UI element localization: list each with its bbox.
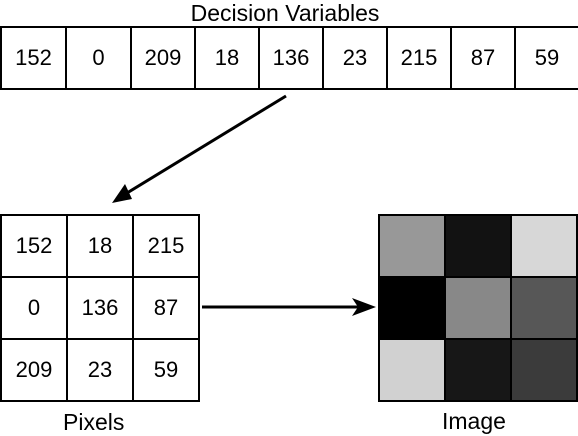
pixel-cell: 18 xyxy=(66,214,134,278)
pixel-cell: 215 xyxy=(132,214,200,278)
image-pixel xyxy=(444,338,512,402)
image-pixel xyxy=(378,338,446,402)
decision-variable-cell: 152 xyxy=(0,26,67,90)
pixel-cell: 87 xyxy=(132,276,200,340)
pixel-cell: 23 xyxy=(66,338,134,402)
image-pixel xyxy=(378,214,446,278)
pixel-cell: 136 xyxy=(66,276,134,340)
image-pixel xyxy=(444,214,512,278)
pixel-cell: 209 xyxy=(0,338,68,402)
decision-variable-cell: 209 xyxy=(130,26,196,90)
pixels-label: Pixels xyxy=(63,409,125,435)
decision-variable-cell: 23 xyxy=(322,26,388,90)
pixel-cell: 152 xyxy=(0,214,68,278)
decision-variable-cell: 215 xyxy=(386,26,452,90)
pixels-grid: 152 18 215 0 136 87 209 23 59 xyxy=(0,214,200,402)
image-grid xyxy=(378,214,578,402)
pixel-cell: 59 xyxy=(132,338,200,402)
image-pixel xyxy=(510,276,578,340)
image-pixel xyxy=(378,276,446,340)
right-arrow xyxy=(202,298,376,316)
decision-variables-strip: 152 0 209 18 136 23 215 87 59 xyxy=(0,26,578,90)
image-pixel xyxy=(444,276,512,340)
image-label: Image xyxy=(442,408,506,434)
pixel-cell: 0 xyxy=(0,276,68,340)
image-pixel xyxy=(510,214,578,278)
decision-variables-title: Decision Variables xyxy=(190,0,380,26)
decision-variable-cell: 87 xyxy=(450,26,516,90)
decision-variable-cell: 0 xyxy=(65,26,132,90)
diagonal-arrow xyxy=(112,94,287,203)
decision-variable-cell: 59 xyxy=(514,26,578,90)
decision-variable-cell: 18 xyxy=(194,26,260,90)
image-pixel xyxy=(510,338,578,402)
decision-variable-cell: 136 xyxy=(258,26,324,90)
